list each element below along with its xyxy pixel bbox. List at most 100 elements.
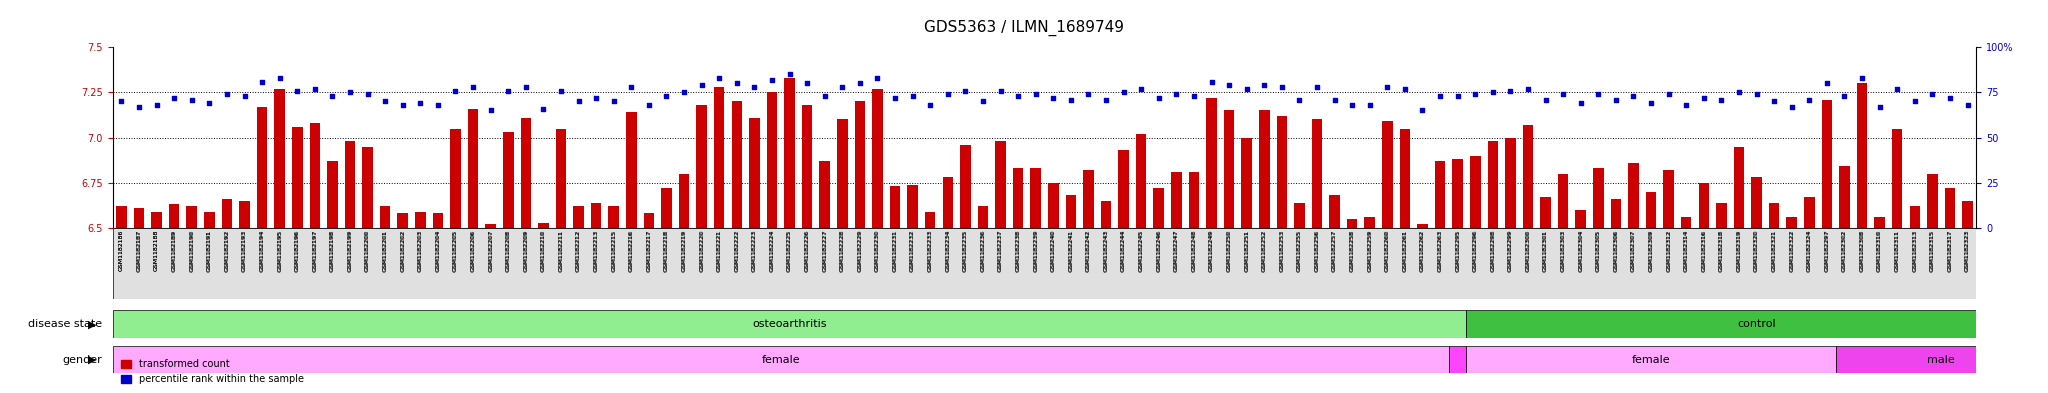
- Bar: [1436, 161, 1446, 228]
- Text: GSM1182253: GSM1182253: [1280, 230, 1284, 272]
- Point: [299, 86, 332, 92]
- Text: GSM1182250: GSM1182250: [1227, 230, 1231, 272]
- Text: GSM1182309: GSM1182309: [1649, 230, 1653, 271]
- Text: ▶: ▶: [88, 319, 96, 329]
- Text: GSM1182297: GSM1182297: [1825, 230, 1829, 271]
- Bar: [803, 105, 813, 228]
- Text: GSM1182301: GSM1182301: [1542, 230, 1548, 272]
- Point: [350, 91, 383, 97]
- Bar: [168, 204, 180, 228]
- Point: [668, 89, 700, 95]
- Bar: [1874, 217, 1884, 228]
- Point: [158, 95, 190, 101]
- Text: GSM1182200: GSM1182200: [365, 230, 371, 271]
- Point: [1917, 91, 1950, 97]
- Text: GSM1182202: GSM1182202: [399, 230, 406, 272]
- Text: GSM1182321: GSM1182321: [1772, 230, 1776, 271]
- Point: [1688, 95, 1720, 101]
- Text: GSM1182318: GSM1182318: [1718, 230, 1724, 271]
- Text: GSM1182236: GSM1182236: [981, 230, 985, 271]
- Point: [1634, 100, 1667, 107]
- Bar: [1681, 217, 1692, 228]
- Point: [1933, 95, 1966, 101]
- Text: GSM1182261: GSM1182261: [1403, 230, 1407, 271]
- Text: GSM1182193: GSM1182193: [242, 230, 248, 272]
- Text: GSM1182245: GSM1182245: [1139, 230, 1143, 272]
- Point: [985, 87, 1018, 94]
- Text: gender: gender: [63, 354, 102, 365]
- Point: [1722, 89, 1755, 95]
- Bar: [1311, 119, 1323, 228]
- Point: [1898, 98, 1931, 105]
- Text: GSM1182209: GSM1182209: [524, 230, 528, 272]
- Text: GSM1182317: GSM1182317: [1948, 230, 1952, 272]
- Text: GSM1182243: GSM1182243: [1104, 230, 1108, 271]
- Bar: [1417, 224, 1427, 228]
- Text: GSM1182231: GSM1182231: [893, 230, 897, 271]
- Text: GSM1182232: GSM1182232: [909, 230, 915, 271]
- Bar: [1751, 177, 1761, 228]
- Bar: [1083, 170, 1094, 228]
- Bar: [1821, 99, 1833, 228]
- Text: GSM1182247: GSM1182247: [1174, 230, 1180, 271]
- Text: GSM1182323: GSM1182323: [1964, 230, 1970, 271]
- Point: [492, 87, 524, 94]
- Point: [932, 91, 965, 97]
- Text: GSM1182305: GSM1182305: [1595, 230, 1602, 271]
- Text: GSM1182230: GSM1182230: [874, 230, 881, 271]
- Point: [1407, 107, 1440, 114]
- Text: GSM1182302: GSM1182302: [1841, 230, 1847, 272]
- Point: [211, 91, 244, 97]
- Text: GSM1182255: GSM1182255: [1296, 230, 1303, 272]
- Text: ▶: ▶: [88, 354, 96, 365]
- Point: [1477, 89, 1509, 95]
- Text: GSM1182306: GSM1182306: [1614, 230, 1618, 272]
- Text: GSM1182196: GSM1182196: [295, 230, 299, 272]
- Point: [1511, 86, 1544, 92]
- Text: GSM1182260: GSM1182260: [1384, 230, 1391, 271]
- Point: [227, 93, 260, 99]
- Text: GSM1182324: GSM1182324: [1806, 230, 1812, 271]
- Text: GSM1182303: GSM1182303: [1561, 230, 1565, 272]
- Text: GSM1182320: GSM1182320: [1753, 230, 1759, 272]
- Text: GSM1182210: GSM1182210: [541, 230, 547, 272]
- Text: GSM1182295: GSM1182295: [1456, 230, 1460, 271]
- Point: [561, 98, 594, 105]
- Point: [1124, 86, 1157, 92]
- Text: GSM1182224: GSM1182224: [770, 230, 774, 272]
- Text: GSM1182210: GSM1182210: [541, 230, 547, 271]
- Point: [457, 84, 489, 90]
- Point: [1090, 96, 1122, 103]
- Bar: [186, 206, 197, 228]
- Text: GSM1182313: GSM1182313: [1913, 230, 1917, 272]
- Text: GSM1182300: GSM1182300: [1526, 230, 1530, 271]
- Text: GSM1182198: GSM1182198: [330, 230, 336, 272]
- Text: GSM1182229: GSM1182229: [858, 230, 862, 272]
- Bar: [520, 118, 530, 228]
- Point: [809, 93, 842, 99]
- Point: [526, 105, 559, 112]
- Text: GSM1182217: GSM1182217: [647, 230, 651, 272]
- Bar: [1487, 141, 1497, 228]
- Text: GSM1182196: GSM1182196: [295, 230, 299, 271]
- Text: GSM1182263: GSM1182263: [1438, 230, 1442, 272]
- Point: [1741, 91, 1774, 97]
- Text: GSM1182320: GSM1182320: [1753, 230, 1759, 271]
- Text: GSM1182309: GSM1182309: [1649, 230, 1653, 272]
- Text: GSM1182228: GSM1182228: [840, 230, 844, 272]
- Text: GSM1182191: GSM1182191: [207, 230, 211, 271]
- Text: osteoarthritis: osteoarthritis: [752, 319, 827, 329]
- Bar: [555, 129, 565, 228]
- Bar: [961, 145, 971, 228]
- Text: GSM1182310: GSM1182310: [1878, 230, 1882, 271]
- Bar: [1593, 168, 1604, 228]
- Text: GSM1182323: GSM1182323: [1964, 230, 1970, 272]
- Bar: [1735, 147, 1745, 228]
- Text: GSM1182223: GSM1182223: [752, 230, 758, 271]
- Bar: [205, 212, 215, 228]
- Point: [334, 89, 367, 95]
- Text: GSM1182204: GSM1182204: [436, 230, 440, 272]
- Point: [123, 104, 156, 110]
- Bar: [451, 129, 461, 228]
- Bar: [467, 108, 479, 228]
